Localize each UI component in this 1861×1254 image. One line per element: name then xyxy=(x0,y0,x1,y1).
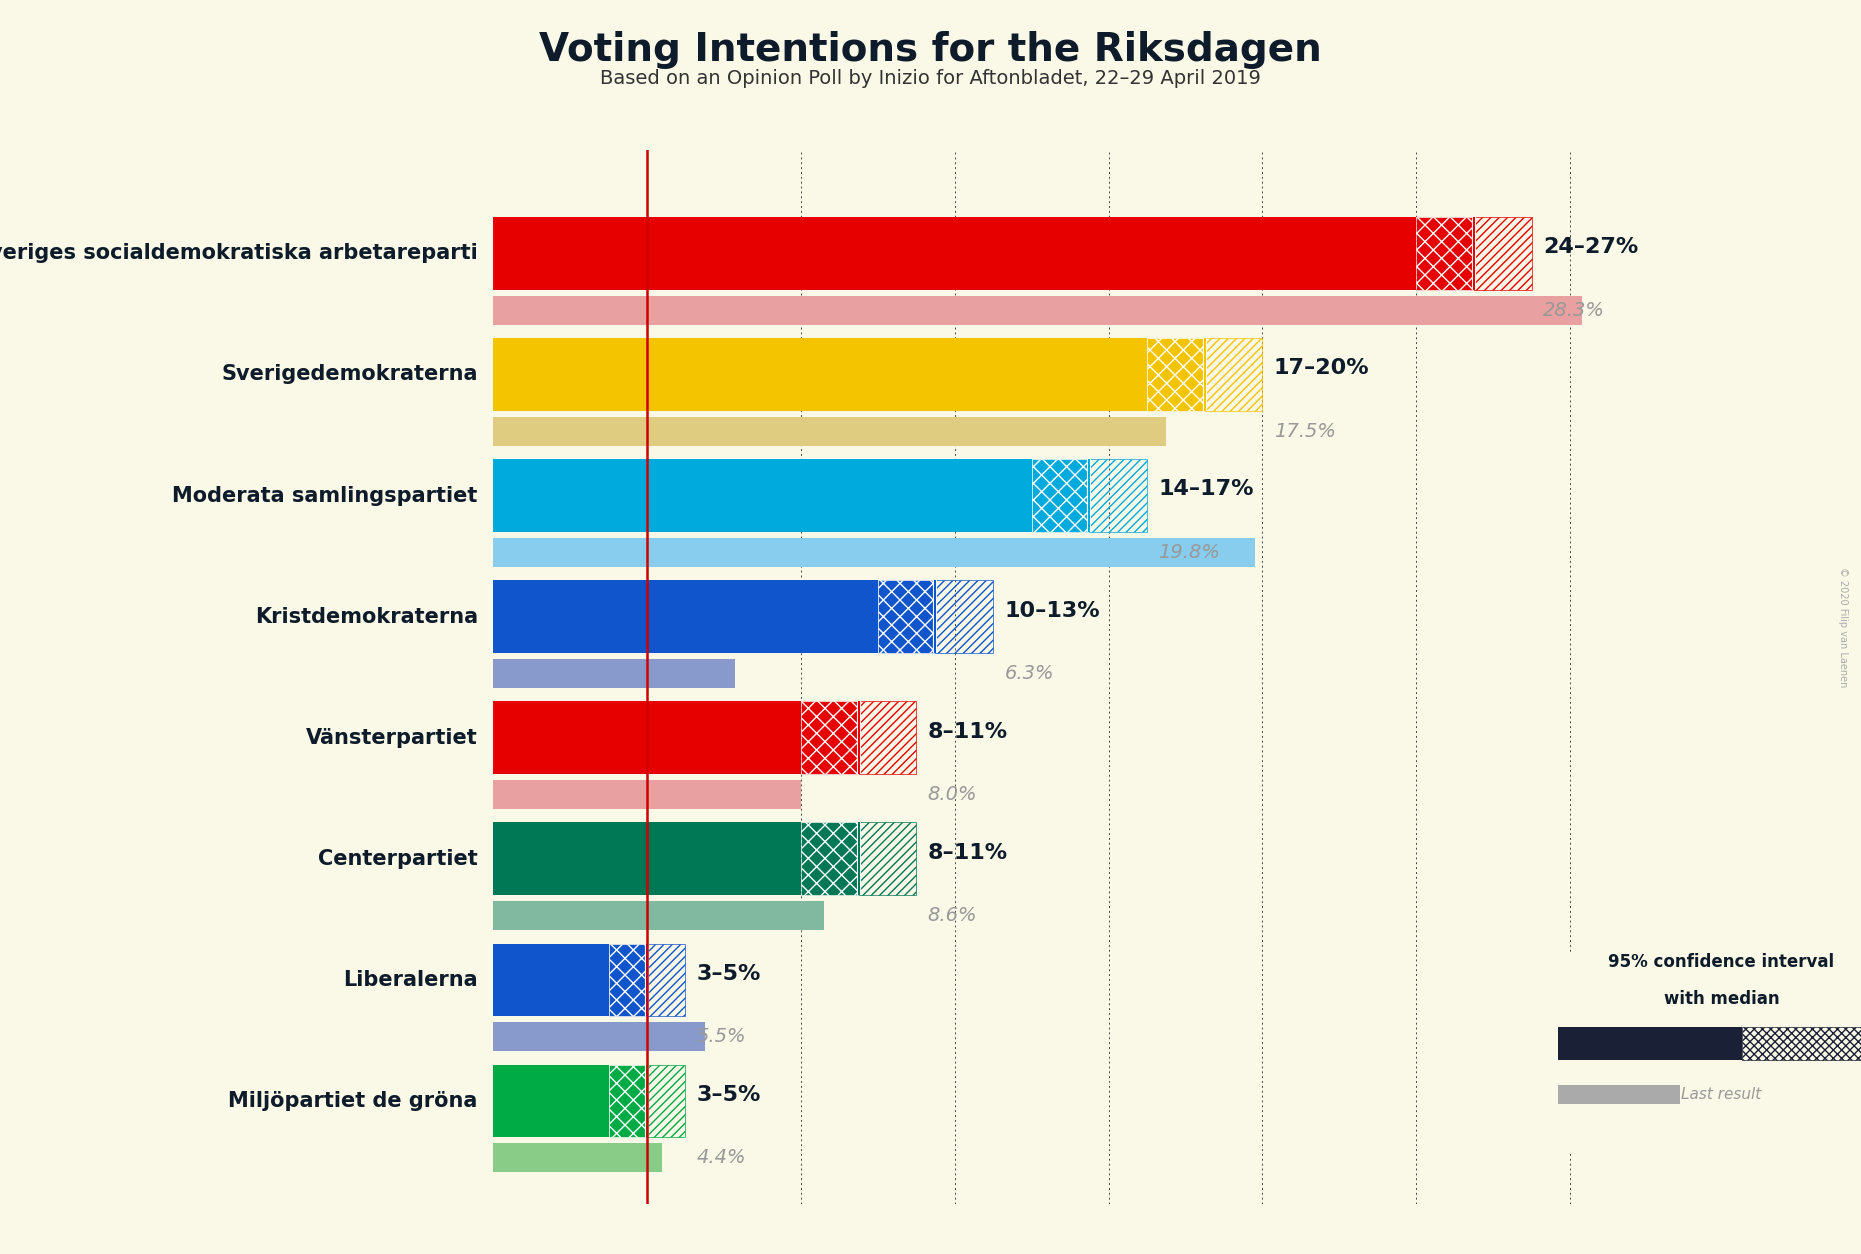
Bar xyxy=(493,581,878,653)
Text: Sveriges socialdemokratiska arbetareparti: Sveriges socialdemokratiska arbetarepart… xyxy=(0,243,478,263)
Bar xyxy=(858,701,916,774)
Text: Last result: Last result xyxy=(1680,1087,1762,1102)
Text: 28.3%: 28.3% xyxy=(1543,301,1604,320)
Bar xyxy=(493,701,800,774)
Text: Vänsterpartiet: Vänsterpartiet xyxy=(305,727,478,747)
Bar xyxy=(1558,1085,1680,1104)
Bar xyxy=(493,1065,609,1137)
Text: 8–11%: 8–11% xyxy=(929,721,1009,741)
Text: 8.6%: 8.6% xyxy=(929,907,977,925)
Text: 3–5%: 3–5% xyxy=(698,964,761,984)
Bar xyxy=(493,416,1167,446)
Bar xyxy=(1474,217,1532,290)
Bar xyxy=(493,217,1416,290)
Bar xyxy=(1742,1027,1861,1060)
Text: 8–11%: 8–11% xyxy=(929,843,1009,863)
Bar xyxy=(493,1144,663,1172)
Text: Kristdemokraterna: Kristdemokraterna xyxy=(255,607,478,627)
Bar xyxy=(858,823,916,895)
Text: 95% confidence interval: 95% confidence interval xyxy=(1608,953,1835,971)
Bar xyxy=(1089,459,1146,532)
Text: 3–5%: 3–5% xyxy=(698,1085,761,1105)
Bar xyxy=(1031,459,1089,532)
Text: 14–17%: 14–17% xyxy=(1159,479,1254,499)
Bar xyxy=(1204,339,1262,411)
Text: 24–27%: 24–27% xyxy=(1543,237,1638,257)
Bar xyxy=(648,1065,685,1137)
Text: Voting Intentions for the Riksdagen: Voting Intentions for the Riksdagen xyxy=(540,31,1321,69)
Text: Miljöpartiet de gröna: Miljöpartiet de gröna xyxy=(229,1091,478,1111)
Text: Moderata samlingspartiet: Moderata samlingspartiet xyxy=(173,485,478,505)
Bar xyxy=(493,538,1254,567)
Bar xyxy=(609,943,648,1016)
Bar xyxy=(493,780,800,809)
Text: 6.3%: 6.3% xyxy=(1005,665,1053,683)
Bar xyxy=(878,581,936,653)
Bar xyxy=(493,339,1146,411)
Bar xyxy=(493,1022,705,1051)
Text: Centerpartiet: Centerpartiet xyxy=(318,849,478,869)
Bar xyxy=(493,459,1031,532)
Bar xyxy=(493,943,609,1016)
Text: 19.8%: 19.8% xyxy=(1159,543,1221,562)
Text: 17.5%: 17.5% xyxy=(1275,421,1336,441)
Bar xyxy=(800,701,858,774)
Bar xyxy=(493,902,824,930)
Text: Sverigedemokraterna: Sverigedemokraterna xyxy=(221,365,478,385)
Bar xyxy=(648,943,685,1016)
Text: © 2020 Filip van Laenen: © 2020 Filip van Laenen xyxy=(1839,567,1848,687)
Text: 10–13%: 10–13% xyxy=(1005,601,1100,621)
Bar xyxy=(609,1065,648,1137)
Bar xyxy=(493,823,800,895)
Bar xyxy=(493,660,735,688)
Text: Liberalerna: Liberalerna xyxy=(342,969,478,989)
Bar xyxy=(1416,217,1474,290)
Text: 4.4%: 4.4% xyxy=(698,1149,746,1167)
Bar xyxy=(800,823,858,895)
Text: with median: with median xyxy=(1664,989,1779,1008)
Bar xyxy=(936,581,994,653)
Bar xyxy=(1558,1027,1742,1060)
Bar xyxy=(493,296,1582,325)
Text: 8.0%: 8.0% xyxy=(929,785,977,804)
Bar xyxy=(1146,339,1204,411)
Text: 17–20%: 17–20% xyxy=(1275,359,1370,379)
Text: Based on an Opinion Poll by Inizio for Aftonbladet, 22–29 April 2019: Based on an Opinion Poll by Inizio for A… xyxy=(599,69,1262,88)
Text: 5.5%: 5.5% xyxy=(698,1027,746,1046)
